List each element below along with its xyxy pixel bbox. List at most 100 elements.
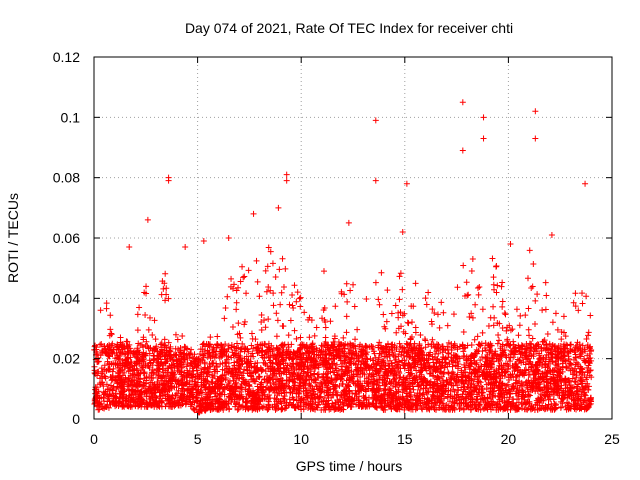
data-point — [552, 310, 559, 317]
data-point — [214, 333, 221, 340]
data-point — [554, 326, 561, 333]
data-point — [239, 340, 246, 347]
data-point — [354, 326, 361, 333]
data-point — [579, 290, 586, 297]
data-point — [382, 325, 389, 332]
data-point — [207, 334, 214, 341]
data-point — [426, 370, 433, 377]
data-point — [278, 405, 285, 412]
data-point — [288, 341, 295, 348]
data-point — [136, 304, 143, 311]
data-point — [524, 275, 531, 282]
data-point — [583, 336, 590, 343]
data-point — [161, 336, 168, 343]
data-point — [143, 283, 150, 290]
data-point — [585, 329, 592, 336]
data-point — [490, 322, 497, 329]
data-point — [363, 296, 370, 303]
data-point — [279, 322, 286, 329]
data-point — [276, 266, 283, 273]
data-point — [534, 291, 541, 298]
data-point — [526, 332, 533, 339]
data-point — [537, 391, 544, 398]
data-point — [134, 327, 141, 334]
data-point — [277, 301, 284, 308]
data-point — [465, 373, 472, 380]
data-point — [440, 309, 447, 316]
data-point — [162, 270, 169, 277]
data-point — [502, 311, 509, 318]
data-point — [393, 329, 400, 336]
data-point — [375, 296, 382, 303]
data-point — [485, 323, 492, 330]
data-point — [479, 306, 486, 313]
data-point — [479, 329, 486, 336]
data-point — [225, 342, 232, 349]
data-point — [245, 267, 252, 274]
data-point — [258, 312, 265, 319]
data-point — [454, 284, 461, 291]
data-point — [149, 331, 156, 338]
data-point — [263, 288, 270, 295]
data-point — [173, 357, 180, 364]
data-point — [572, 379, 579, 386]
data-point — [436, 324, 443, 331]
data-point — [328, 394, 335, 401]
data-point — [301, 309, 308, 316]
data-point — [172, 345, 179, 352]
data-point — [264, 263, 271, 270]
data-point — [583, 293, 590, 300]
data-point — [237, 334, 244, 341]
data-point — [224, 293, 231, 300]
data-point — [463, 279, 470, 286]
data-point — [174, 336, 181, 343]
data-point — [417, 331, 424, 338]
data-point — [329, 391, 336, 398]
data-point — [516, 322, 523, 329]
data-point — [273, 310, 280, 317]
data-point — [296, 295, 303, 302]
data-point — [422, 295, 429, 302]
data-point — [273, 333, 280, 340]
grid-lines — [94, 57, 612, 419]
data-point — [438, 299, 445, 306]
data-point — [429, 306, 436, 313]
data-point — [525, 305, 532, 312]
data-point — [165, 339, 172, 346]
data-point — [279, 255, 286, 262]
data-point — [465, 291, 472, 298]
data-point — [579, 300, 586, 307]
data-point — [468, 268, 475, 275]
data-point — [332, 303, 339, 310]
data-point — [558, 382, 565, 389]
data-point — [217, 361, 224, 368]
data-point — [490, 303, 497, 310]
data-point — [297, 303, 304, 310]
data-point — [475, 291, 482, 298]
data-point — [145, 326, 152, 333]
data-point — [526, 247, 533, 254]
data-point — [97, 307, 104, 314]
data-point — [172, 331, 179, 338]
data-point — [343, 313, 350, 320]
data-point — [159, 278, 166, 285]
data-point — [262, 324, 269, 331]
data-point — [282, 265, 289, 272]
data-point — [311, 332, 318, 339]
data-point — [405, 379, 412, 386]
data-point — [157, 341, 164, 348]
data-point — [229, 324, 236, 331]
data-point — [532, 297, 539, 304]
data-point — [392, 302, 399, 309]
data-point — [249, 350, 256, 357]
data-point — [498, 283, 505, 290]
data-point — [499, 279, 506, 286]
data-point — [293, 335, 300, 342]
data-point — [404, 319, 411, 326]
data-point — [101, 362, 108, 369]
data-point — [160, 369, 167, 376]
data-point — [412, 280, 419, 287]
data-point — [388, 310, 395, 317]
data-point — [272, 274, 279, 281]
data-point — [278, 289, 285, 296]
